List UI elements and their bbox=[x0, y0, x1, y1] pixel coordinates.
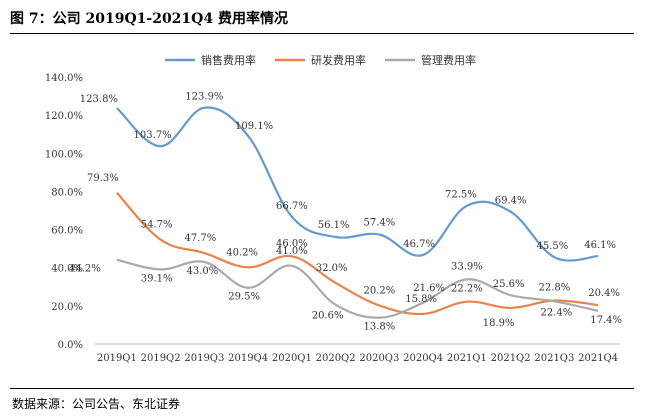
legend-label: 管理费用率 bbox=[421, 53, 476, 67]
data-label: 22.2% bbox=[451, 284, 483, 295]
data-label: 43.0% bbox=[186, 266, 218, 277]
legend-label: 销售费用率 bbox=[201, 53, 256, 67]
data-label: 69.4% bbox=[495, 196, 527, 207]
data-label: 79.3% bbox=[87, 173, 119, 184]
data-label: 33.9% bbox=[451, 261, 483, 272]
x-tick-label: 2019Q2 bbox=[141, 353, 181, 364]
data-label: 20.2% bbox=[363, 285, 395, 296]
chart-data-labels: 123.8% 103.7% 123.9% 109.1% 66.7% 56.1% 57.4% 4… bbox=[69, 92, 622, 333]
x-tick-label: 2020Q2 bbox=[316, 353, 356, 364]
data-label: 103.7% bbox=[134, 130, 172, 141]
chart-axes: 0.0% 20.0% 40.0% 60.0% 80.0% 100.0% 120.0% 140.… bbox=[45, 73, 620, 364]
data-label: 47.7% bbox=[184, 233, 216, 244]
bottom-rule bbox=[10, 388, 634, 389]
series-line-1 bbox=[116, 106, 599, 262]
data-label: 46.0% bbox=[276, 238, 308, 249]
data-label: 20.4% bbox=[588, 288, 620, 299]
top-rule bbox=[10, 33, 634, 34]
data-label: 44.2% bbox=[69, 264, 101, 275]
data-label: 123.8% bbox=[80, 94, 118, 105]
data-label: 22.8% bbox=[538, 283, 570, 294]
data-label: 66.7% bbox=[276, 201, 308, 212]
data-label: 22.4% bbox=[540, 307, 572, 318]
data-label: 57.4% bbox=[363, 218, 395, 229]
data-label: 40.2% bbox=[226, 247, 258, 258]
chart-legend: 销售费用率 研发费用率 管理费用率 bbox=[165, 53, 476, 67]
data-label: 39.1% bbox=[141, 273, 173, 284]
chart-series bbox=[116, 106, 599, 319]
data-label: 15.8% bbox=[405, 294, 437, 305]
data-label: 17.4% bbox=[590, 315, 622, 326]
y-tick-label: 20.0% bbox=[51, 302, 83, 313]
x-tick-label: 2021Q1 bbox=[447, 353, 487, 364]
x-tick-label: 2021Q2 bbox=[491, 353, 531, 364]
y-tick-label: 100.0% bbox=[45, 149, 83, 160]
data-label: 46.7% bbox=[403, 239, 435, 250]
y-tick-label: 80.0% bbox=[51, 187, 83, 198]
data-label: 29.5% bbox=[228, 292, 260, 303]
data-label: 45.5% bbox=[536, 241, 568, 252]
x-tick-label: 2020Q3 bbox=[359, 353, 399, 364]
data-label: 32.0% bbox=[316, 263, 348, 274]
data-label: 21.6% bbox=[413, 283, 445, 294]
data-label: 56.1% bbox=[318, 220, 350, 231]
y-tick-label: 120.0% bbox=[45, 111, 83, 122]
x-tick-label: 2020Q4 bbox=[403, 353, 443, 364]
line-chart: 销售费用率 研发费用率 管理费用率 0.0% 20.0% 40.0% 60.0% 80.0%… bbox=[45, 53, 622, 364]
data-label: 25.6% bbox=[493, 279, 525, 290]
legend-label: 研发费用率 bbox=[311, 53, 366, 67]
data-label: 123.9% bbox=[185, 92, 223, 103]
x-tick-label: 2019Q3 bbox=[184, 353, 224, 364]
data-label: 46.1% bbox=[584, 240, 616, 251]
source-note: 数据来源：公司公告、东北证券 bbox=[12, 397, 181, 411]
data-label: 41.0% bbox=[276, 246, 308, 257]
data-label: 18.9% bbox=[483, 318, 515, 329]
x-tick-label: 2019Q4 bbox=[228, 353, 268, 364]
data-label: 54.7% bbox=[141, 220, 173, 231]
y-tick-label: 140.0% bbox=[45, 73, 83, 84]
x-tick-label: 2019Q1 bbox=[97, 353, 137, 364]
y-tick-label: 40.0% bbox=[51, 264, 83, 275]
series-line-3 bbox=[116, 258, 599, 319]
x-tick-label: 2021Q4 bbox=[578, 353, 618, 364]
data-label: 20.6% bbox=[312, 311, 344, 322]
data-label: 72.5% bbox=[445, 190, 477, 201]
x-tick-label: 2020Q1 bbox=[272, 353, 312, 364]
x-tick-label: 2021Q3 bbox=[534, 353, 574, 364]
y-tick-label: 0.0% bbox=[58, 340, 83, 351]
series-line-2 bbox=[116, 192, 599, 316]
data-label: 109.1% bbox=[235, 121, 273, 132]
y-tick-label: 60.0% bbox=[51, 226, 83, 237]
data-label: 13.8% bbox=[363, 322, 395, 333]
figure-title: 图 7：公司 2019Q1-2021Q4 费用率情况 bbox=[10, 11, 288, 27]
